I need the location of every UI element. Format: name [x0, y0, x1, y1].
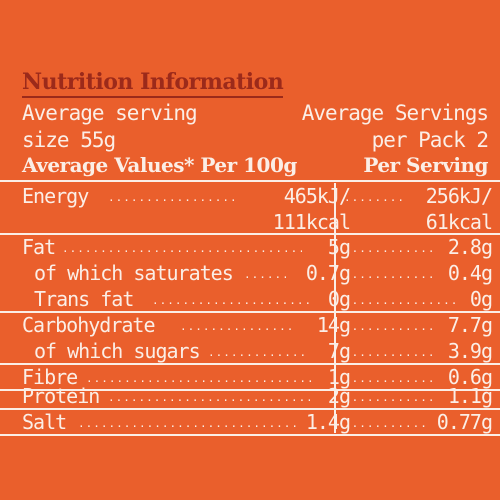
- row-label: Fibre: [22, 365, 78, 389]
- servings-per-pack: Average Servings per Pack 2: [301, 100, 489, 154]
- leader-dots: ..........: [244, 268, 286, 281]
- row-value-per100g: 111kcal: [272, 210, 351, 234]
- leader-dots: ..............................: [108, 191, 238, 204]
- serving-right-line1: Average Servings: [301, 101, 489, 125]
- row-label: Carbohydrate: [22, 313, 155, 337]
- row-value-per100g: 2g: [327, 384, 351, 408]
- row-value-per-serving: 0.6g: [447, 365, 493, 389]
- table-row-energy-kcal: 111kcal 61kcal: [22, 209, 493, 235]
- table-row-energy: Energy .............................. 46…: [22, 183, 493, 209]
- row-label: Energy: [22, 184, 89, 208]
- row-value-per-serving: 1.1g: [447, 384, 493, 408]
- row-value-per100g: 5g: [327, 235, 351, 259]
- leader-dots: ........................................: [152, 294, 312, 307]
- row-value-per-serving: 256kJ/: [425, 184, 493, 208]
- row-value-per-serving: 61kcal: [425, 210, 493, 234]
- leader-dots: ...........................: [344, 294, 456, 307]
- row-value-per-serving: 7.7g: [447, 313, 493, 337]
- row-value-per100g: 14g: [316, 313, 351, 337]
- row-value-per100g: 0g: [327, 287, 351, 311]
- table-row-fibre: Fibre ..................................…: [22, 364, 493, 390]
- row-value-per-serving: 0.4g: [447, 261, 493, 285]
- row-value-per100g: 1g: [327, 365, 351, 389]
- average-serving-size: Average serving size 55g: [22, 100, 198, 154]
- row-label: Salt: [22, 410, 67, 434]
- row-divider: [0, 363, 500, 365]
- serving-left-line2: size 55g: [22, 128, 116, 152]
- row-value-per100g: 1.4g: [305, 410, 351, 434]
- row-label: Protein: [22, 384, 100, 408]
- row-value-per-serving: 2.8g: [447, 235, 493, 259]
- table-row-protein: Protein ................................…: [22, 383, 493, 409]
- leader-dots: ......................: [344, 346, 436, 359]
- row-divider: [0, 434, 500, 436]
- header-per-100g: Average Values* Per 100g: [22, 153, 297, 177]
- row-value-per100g: 465kJ/: [283, 184, 351, 208]
- row-value-per-serving: 0.77g: [436, 410, 493, 434]
- row-label: of which saturates: [34, 261, 234, 285]
- table-row-saturates: of which saturates .......... 0.7g .....…: [22, 260, 493, 286]
- row-label: Fat: [22, 235, 56, 259]
- table-row-trans-fat: Trans fat ..............................…: [22, 286, 493, 312]
- leader-dots: ....................: [344, 417, 426, 430]
- header-divider: [0, 180, 500, 182]
- row-divider: [0, 408, 500, 410]
- row-label: Trans fat: [34, 287, 134, 311]
- table-row-sugars: of which sugars ........................…: [22, 338, 493, 364]
- row-label: of which sugars: [34, 339, 201, 363]
- leader-dots: ........................................…: [86, 372, 312, 385]
- row-value-per-serving: 3.9g: [447, 339, 493, 363]
- row-divider: [0, 233, 500, 235]
- row-divider: [0, 311, 500, 313]
- row-divider: [0, 389, 500, 391]
- nutrition-title: Nutrition Information: [22, 68, 284, 98]
- column-divider: [334, 183, 336, 433]
- row-value-per100g: 0.7g: [305, 261, 351, 285]
- leader-dots: ........................: [208, 346, 306, 359]
- leader-dots: ......................: [344, 391, 436, 404]
- table-row-fat: Fat ....................................…: [22, 234, 493, 260]
- header-per-serving: Per Serving: [363, 153, 488, 177]
- serving-right-line2: per Pack 2: [371, 128, 489, 152]
- serving-left-line1: Average serving: [22, 101, 198, 125]
- leader-dots: .............................: [180, 320, 296, 333]
- leader-dots: ........................................…: [108, 391, 310, 404]
- leader-dots: ...............: [344, 191, 406, 204]
- leader-dots: ........................................…: [78, 417, 296, 430]
- leader-dots: ......................: [344, 268, 436, 281]
- row-value-per-serving: 0g: [469, 287, 493, 311]
- leader-dots: ......................: [344, 242, 436, 255]
- leader-dots: ........................................…: [62, 242, 302, 255]
- row-value-per100g: 7g: [327, 339, 351, 363]
- leader-dots: ......................: [344, 320, 436, 333]
- table-row-carbohydrate: Carbohydrate ...........................…: [22, 312, 493, 338]
- leader-dots: ......................: [344, 372, 436, 385]
- table-row-salt: Salt ...................................…: [22, 409, 493, 435]
